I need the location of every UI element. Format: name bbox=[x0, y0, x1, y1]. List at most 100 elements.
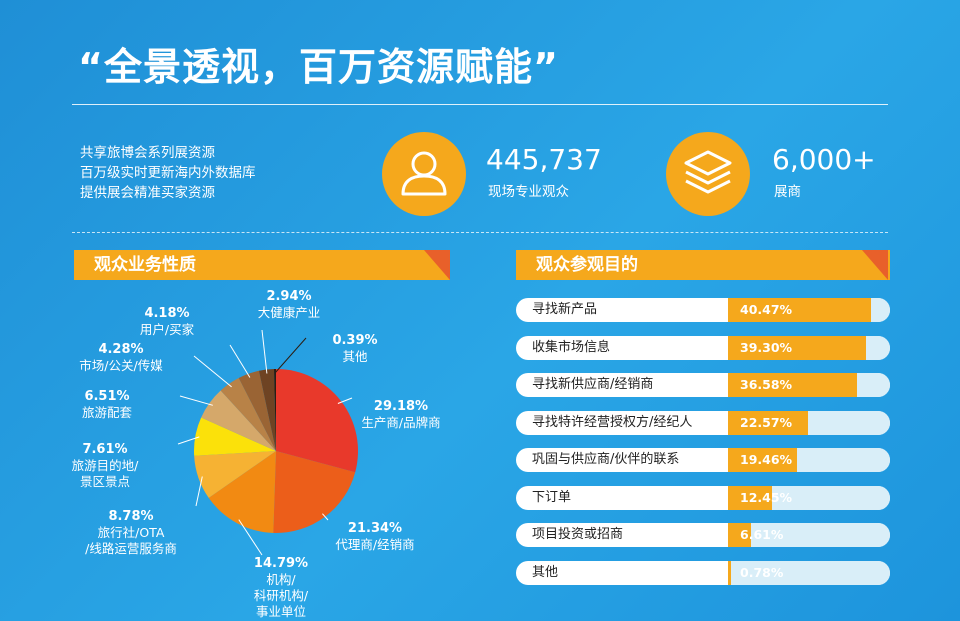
pie-slice bbox=[194, 451, 276, 498]
pie-percent-label: 29.18% bbox=[374, 399, 428, 414]
bar-value-label: 36.58% bbox=[740, 377, 793, 392]
section-tab-visit-purpose: 观众参观目的 bbox=[516, 250, 890, 280]
pie-percent-label: 8.78% bbox=[108, 509, 153, 524]
pie-category-label: 用户/买家 bbox=[140, 322, 195, 337]
bar-category-label: 寻找新产品 bbox=[532, 302, 598, 317]
bar-category-label: 寻找新供应商/经销商 bbox=[532, 377, 654, 392]
bar-fill bbox=[728, 335, 867, 360]
tab-corner-fold bbox=[862, 250, 888, 280]
pie-leader-line bbox=[193, 355, 232, 388]
bar-fill bbox=[728, 523, 752, 547]
pie-percent-label: 4.28% bbox=[98, 342, 143, 357]
pie-category-label-line: 旅游配套 bbox=[82, 405, 133, 420]
pie-slice bbox=[276, 369, 359, 473]
bar-row: 巩固与供应商/伙伴的联系 19.46% bbox=[516, 448, 890, 472]
pie-category-label-line: 科研机构/ bbox=[254, 588, 309, 603]
pie-percent-label: 0.39% bbox=[332, 333, 377, 348]
bar-fill bbox=[728, 410, 808, 435]
bar-fill bbox=[728, 448, 797, 472]
title-divider bbox=[72, 104, 888, 105]
pie-percent-label: 2.94% bbox=[266, 289, 311, 304]
pie-leader-line bbox=[179, 395, 213, 406]
pie-percent-label: 14.79% bbox=[254, 556, 308, 571]
pie-category-label: 市场/公关/传媒 bbox=[79, 358, 163, 373]
pie-category-label-line: 事业单位 bbox=[256, 604, 306, 619]
bar-fill bbox=[728, 373, 857, 397]
bar-fill bbox=[728, 560, 731, 585]
dashed-divider bbox=[72, 232, 888, 233]
section-title-business-nature: 观众业务性质 bbox=[94, 255, 196, 275]
section-title-visit-purpose: 观众参观目的 bbox=[536, 255, 638, 275]
bar-category-label: 下订单 bbox=[532, 489, 572, 505]
tab-corner-fold bbox=[424, 250, 450, 280]
layers-icon bbox=[684, 150, 732, 194]
pie-category-label: 大健康产业 bbox=[258, 305, 321, 320]
pie-slice bbox=[258, 369, 276, 451]
stat-visitors-label: 现场专业观众 bbox=[488, 184, 569, 200]
pie-category-label-line: 用户/买家 bbox=[140, 322, 195, 337]
intro-text: 共享旅博会系列展资源 百万级实时更新海内外数据库 提供展会精准买家资源 bbox=[80, 143, 256, 203]
section-tab-business-nature: 观众业务性质 bbox=[74, 250, 450, 280]
bar-track bbox=[728, 560, 890, 585]
pie-category-label-line: 生产商/品牌商 bbox=[361, 415, 440, 430]
bar-value-label: 6.61% bbox=[740, 527, 784, 542]
pie-category-label-line: 代理商/经销商 bbox=[335, 537, 414, 552]
pie-percent-label: 7.61% bbox=[82, 442, 127, 457]
pie-percent-label: 4.18% bbox=[144, 306, 189, 321]
intro-line: 共享旅博会系列展资源 bbox=[80, 145, 215, 161]
pie-category-label: 代理商/经销商 bbox=[335, 537, 414, 552]
bar-value-label: 40.47% bbox=[740, 302, 793, 317]
pie-percent-label: 6.51% bbox=[84, 389, 129, 404]
pie-category-label-line: 市场/公关/传媒 bbox=[79, 358, 163, 373]
stat-exhibitors-value: 6,000+ bbox=[772, 143, 876, 176]
pie-leader-line bbox=[195, 476, 203, 507]
bar-row: 寻找新产品 40.47% bbox=[516, 298, 890, 322]
pie-leader-line bbox=[229, 344, 251, 378]
pie-slice bbox=[201, 390, 276, 451]
bar-value-label: 0.78% bbox=[740, 564, 784, 580]
pie-category-label-line: 景区景点 bbox=[80, 474, 130, 489]
bar-row: 下订单 12.45% bbox=[516, 485, 890, 510]
pie-category-label: 旅游配套 bbox=[82, 405, 133, 420]
pie-category-label-line: /线路运营服务商 bbox=[85, 541, 177, 556]
intro-line: 百万级实时更新海内外数据库 bbox=[80, 165, 256, 181]
pie-leader-line bbox=[261, 329, 268, 374]
intro-line: 提供展会精准买家资源 bbox=[80, 185, 215, 201]
pie-category-label-line: 其他 bbox=[342, 349, 368, 364]
pie-category-label-line: 旅游目的地/ bbox=[72, 458, 140, 473]
bar-row: 寻找新供应商/经销商 36.58% bbox=[516, 373, 890, 397]
bar-value-label: 19.46% bbox=[740, 452, 793, 467]
stat-visitors-value: 445,737 bbox=[486, 143, 602, 176]
pie-slice bbox=[273, 368, 276, 451]
bar-fill bbox=[728, 485, 772, 510]
pie-category-label: 生产商/品牌商 bbox=[361, 415, 440, 430]
pie-leader-line bbox=[238, 519, 263, 556]
bar-row: 项目投资或招商 6.61% bbox=[516, 523, 890, 547]
pie-category-label-line: 大健康产业 bbox=[258, 305, 321, 320]
stat-visitors-badge bbox=[382, 132, 466, 216]
bar-row: 其他 0.78% bbox=[516, 560, 890, 585]
bar-value-label: 22.57% bbox=[740, 414, 793, 430]
pie-slice bbox=[220, 377, 276, 451]
pie-leader-line bbox=[177, 436, 200, 445]
pie-category-label: 旅游目的地/景区景点 bbox=[72, 458, 140, 489]
pie-category-label-line: 机构/ bbox=[266, 572, 296, 587]
pie-slice bbox=[273, 451, 356, 534]
bar-category-label: 项目投资或招商 bbox=[532, 527, 624, 542]
pie-slice bbox=[208, 451, 276, 533]
pie-percent-label: 21.34% bbox=[348, 521, 402, 536]
bar-value-label: 39.30% bbox=[740, 339, 793, 355]
bar-fill bbox=[728, 298, 871, 322]
page-title: “全景透视，百万资源赋能” bbox=[78, 45, 559, 89]
pie-leader-line bbox=[322, 513, 329, 521]
pie-category-label: 其他 bbox=[342, 349, 368, 364]
bar-category-label: 寻找特许经营授权方/经纪人 bbox=[532, 414, 693, 430]
pie-leader-line bbox=[274, 337, 307, 374]
bar-category-label: 巩固与供应商/伙伴的联系 bbox=[532, 452, 680, 467]
stat-exhibitors-label: 展商 bbox=[774, 184, 801, 200]
pie-category-label-line: 旅行社/OTA bbox=[98, 525, 165, 540]
pie-chart: 29.18%生产商/品牌商 21.34%代理商/经销商 14.79%机构/科研机构/… bbox=[72, 289, 441, 619]
bar-track bbox=[728, 523, 890, 547]
person-icon bbox=[401, 151, 447, 196]
